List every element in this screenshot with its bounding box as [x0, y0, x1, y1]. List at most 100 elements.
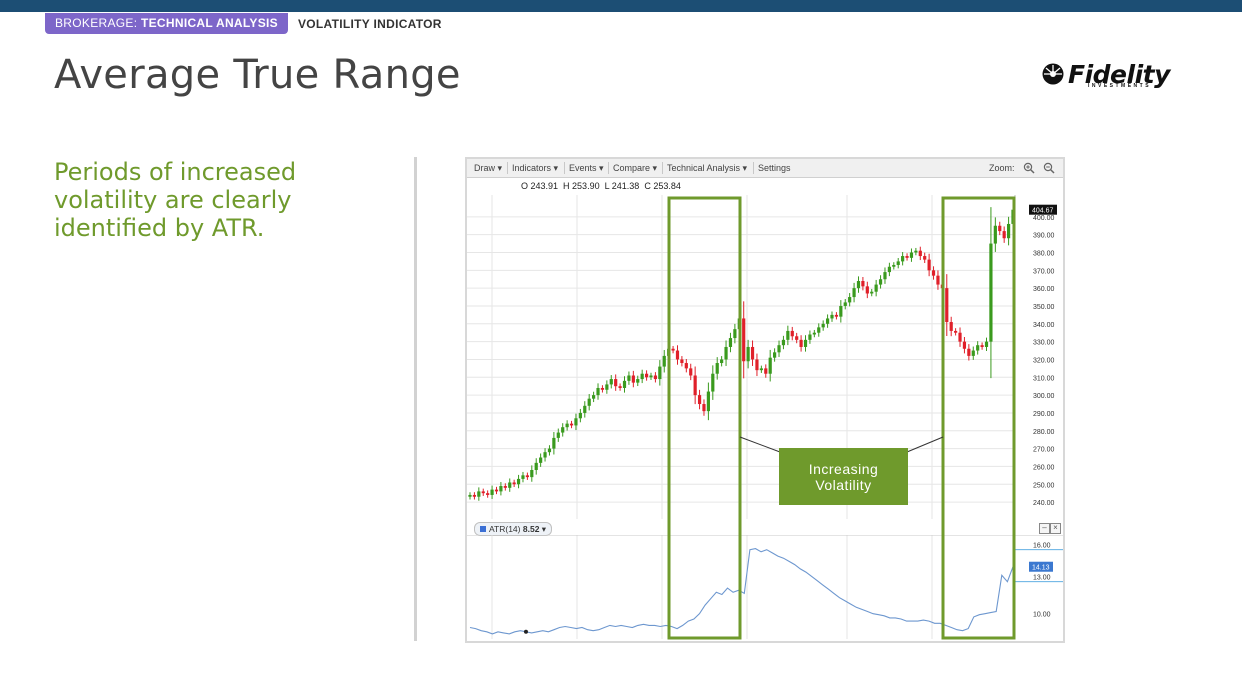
candle-body	[653, 375, 658, 380]
candle-body	[706, 391, 710, 412]
candle-body	[927, 259, 931, 271]
candle-body	[481, 491, 485, 494]
callout-line-2: Volatility	[815, 476, 872, 493]
candle-body	[773, 352, 777, 358]
candle-body	[720, 359, 724, 364]
increasing-volatility-callout: Increasing Volatility	[779, 448, 908, 505]
price-chart: 400.00 390.00 380.00 370.00 360.00 350.00 340.…	[467, 195, 1057, 519]
price-axis-tick-label: 380.00	[1033, 250, 1055, 257]
atr-chart: 16.00 13.00 10.00 14.13	[467, 535, 1063, 639]
candle-body	[998, 225, 1002, 232]
price-axis-tick-label: 340.00	[1033, 322, 1055, 329]
toolbar-zoom-label: Zoom:	[989, 163, 1015, 173]
price-axis-tick-label: 290.00	[1033, 411, 1055, 418]
zoom-in-icon[interactable]	[1023, 162, 1035, 174]
price-axis-tick-label: 370.00	[1033, 268, 1055, 275]
candle-body	[967, 348, 971, 356]
candle-body	[812, 332, 816, 335]
candle-body	[565, 423, 569, 428]
toolbar-events-menu[interactable]: Events ▾	[569, 163, 604, 173]
candle-body	[534, 462, 538, 470]
candle-body	[490, 489, 494, 495]
candle-body	[614, 379, 618, 387]
price-axis-tick-label: 320.00	[1033, 357, 1055, 364]
candle-body	[605, 384, 609, 390]
candle-body	[777, 345, 781, 353]
candle-body	[561, 427, 565, 433]
candle-body	[825, 318, 830, 324]
candle-body	[596, 387, 600, 396]
price-axis-tick-label: 270.00	[1033, 447, 1055, 454]
candle-body	[958, 332, 962, 342]
candle-body	[530, 469, 534, 478]
candle-body	[790, 330, 794, 337]
candle-body	[689, 368, 693, 376]
atr-tag-dropdown-icon: ▾	[541, 524, 547, 534]
candle-body	[954, 330, 958, 333]
price-axis-tick-label: 250.00	[1033, 482, 1055, 489]
toolbar-technical-analysis-menu[interactable]: Technical Analysis ▾	[667, 163, 748, 173]
panel-minimize-button[interactable]: –	[1039, 523, 1050, 534]
vertical-divider	[414, 157, 417, 641]
candle-body	[600, 387, 605, 390]
candle-body	[587, 398, 591, 406]
price-axis-tick-label: 400.00	[1033, 215, 1055, 222]
candle-body	[649, 375, 653, 378]
atr-axis-tick-label: 16.00	[1033, 543, 1051, 550]
toolbar-settings-menu[interactable]: Settings	[758, 163, 791, 173]
candle-body	[945, 288, 949, 323]
atr-last-value-badge	[1029, 561, 1053, 572]
candle-body	[839, 305, 843, 317]
candle-body	[728, 338, 733, 347]
price-axis-tick-label: 360.00	[1033, 286, 1055, 293]
candle-body	[658, 366, 662, 380]
candle-body	[631, 375, 635, 383]
candle-body	[693, 375, 697, 396]
panel-close-button[interactable]: ×	[1050, 523, 1061, 534]
atr-series-line	[469, 548, 1014, 635]
atr-indicator-tag[interactable]: ATR(14) 8.52 ▾	[474, 522, 553, 536]
candle-body	[843, 302, 847, 306]
candle-body	[817, 327, 821, 333]
breadcrumb-section-name: TECHNICAL ANALYSIS	[141, 16, 278, 30]
candle-body	[662, 355, 666, 367]
candle-body	[636, 379, 640, 383]
candle-body	[622, 380, 627, 388]
candle-body	[671, 348, 675, 351]
ohlc-low: L 241.38	[604, 181, 640, 191]
candle-body	[627, 375, 631, 381]
candle-body	[733, 329, 737, 339]
candle-body	[508, 482, 512, 488]
candle-body	[768, 357, 772, 374]
candle-body	[486, 493, 490, 495]
candle-body	[962, 341, 967, 349]
candle-body	[468, 494, 472, 497]
atr-marker-dot	[523, 629, 528, 634]
candle-body	[861, 281, 865, 287]
candle-body	[499, 486, 503, 492]
candle-body	[781, 339, 786, 346]
candle-body	[525, 475, 529, 478]
candle-body	[583, 405, 587, 413]
candle-body	[750, 346, 755, 360]
candle-body	[742, 318, 746, 362]
price-axis-tick-label: 310.00	[1033, 375, 1055, 382]
toolbar-draw-menu[interactable]: Draw ▾	[474, 163, 503, 173]
candle-body	[477, 491, 481, 497]
candle-body	[931, 270, 936, 276]
candle-body	[821, 323, 825, 328]
fidelity-logo: Fidelity INVESTMENTS	[1040, 60, 1185, 94]
candle-body	[865, 286, 869, 294]
candle-body	[764, 368, 768, 374]
zoom-out-icon[interactable]	[1043, 162, 1055, 174]
logo-wordmark: Fidelity	[1068, 60, 1170, 89]
candle-body	[675, 350, 680, 360]
candle-body	[724, 346, 728, 360]
candle-body	[1006, 223, 1011, 239]
candle-body	[684, 363, 688, 369]
toolbar-indicators-menu[interactable]: Indicators ▾	[512, 163, 559, 173]
candle-body	[472, 494, 477, 497]
breadcrumb-section[interactable]: BROKERAGE: TECHNICAL ANALYSIS	[45, 13, 288, 34]
toolbar-compare-menu[interactable]: Compare ▾	[613, 163, 658, 173]
toolbar-separator	[662, 162, 663, 174]
